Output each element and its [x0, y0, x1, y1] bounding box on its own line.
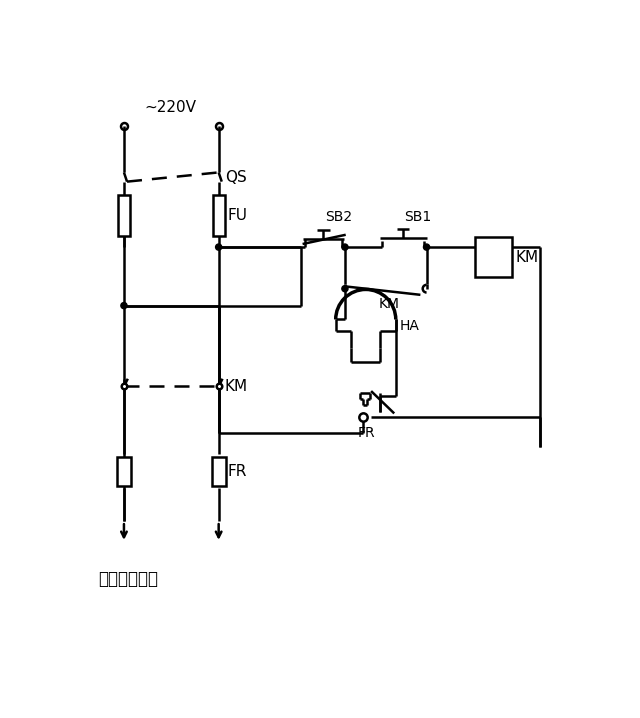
Bar [118, 195, 130, 236]
Text: FR: FR [358, 426, 375, 439]
Text: 接进户电源线: 接进户电源线 [99, 570, 159, 588]
Bar [212, 195, 225, 236]
Text: KM: KM [516, 250, 539, 265]
Text: HA: HA [399, 319, 419, 332]
Text: KM: KM [225, 379, 248, 394]
Circle shape [216, 244, 221, 250]
Circle shape [342, 286, 348, 292]
Text: SB2: SB2 [325, 210, 352, 224]
Circle shape [121, 302, 127, 309]
Text: FR: FR [228, 464, 247, 479]
Bar [212, 457, 225, 486]
Text: QS: QS [225, 169, 246, 185]
Text: FU: FU [227, 208, 247, 223]
Text: ~220V: ~220V [145, 100, 196, 115]
Bar [117, 457, 131, 486]
Bar [475, 237, 512, 277]
Circle shape [424, 244, 429, 250]
Text: KM: KM [379, 297, 400, 311]
Text: SB1: SB1 [404, 210, 432, 224]
Circle shape [342, 244, 348, 250]
